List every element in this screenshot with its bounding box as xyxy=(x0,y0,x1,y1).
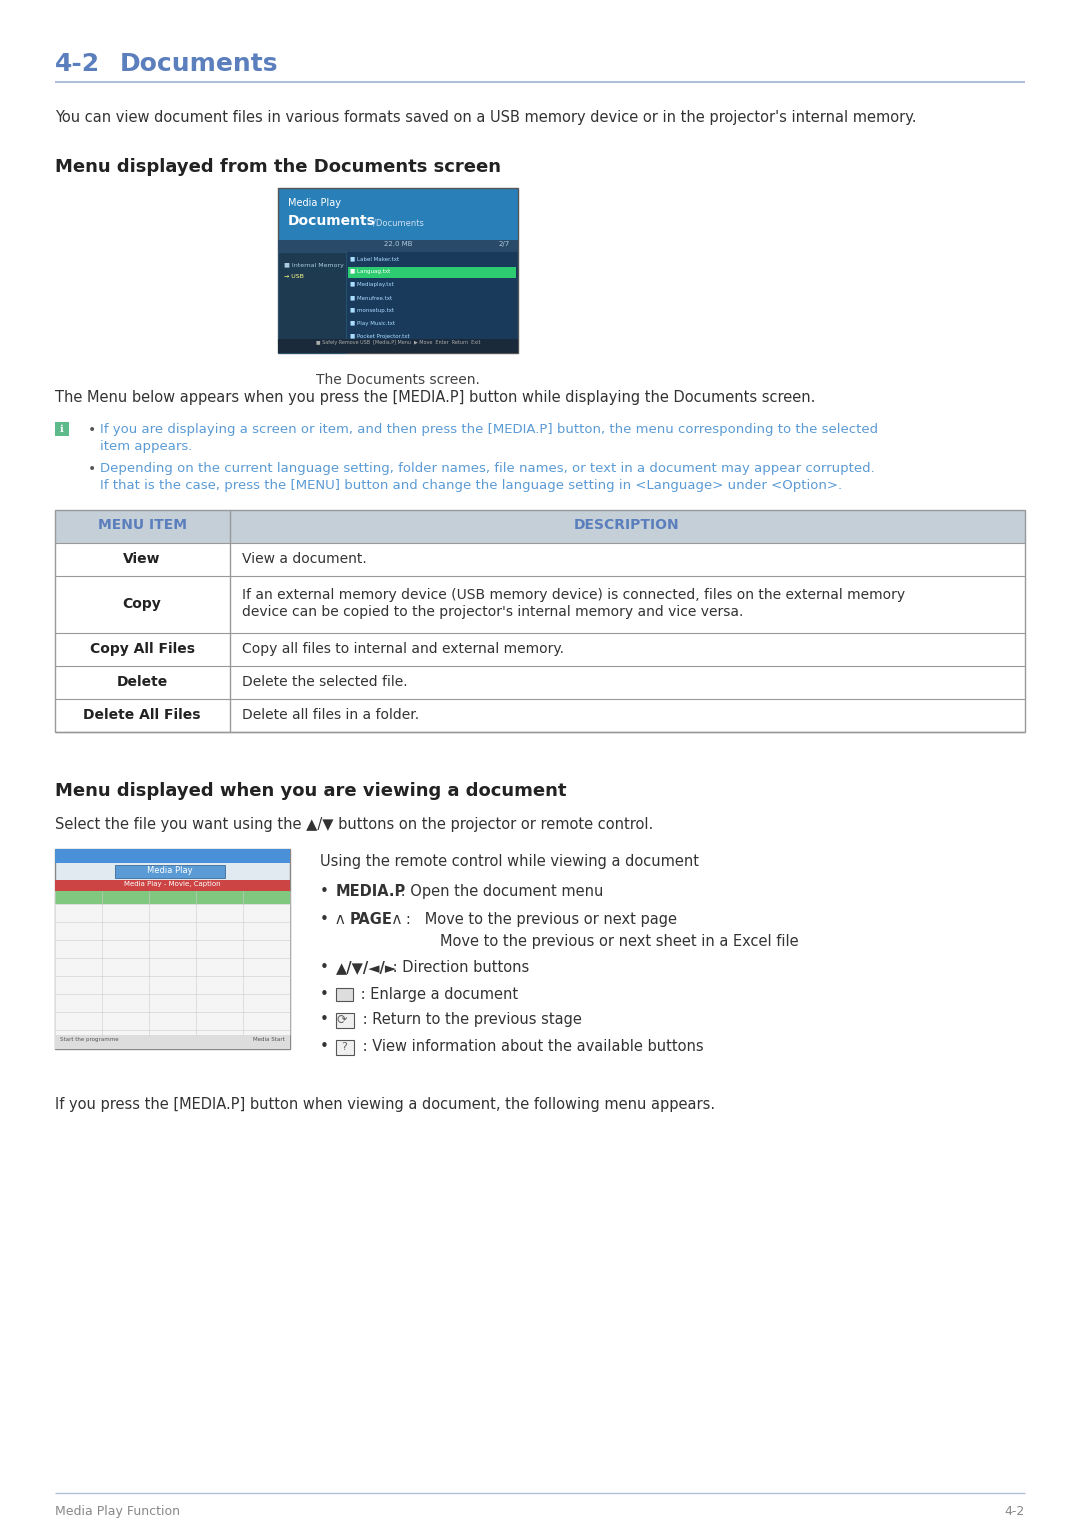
Text: ▲/▼/◄/►: ▲/▼/◄/► xyxy=(336,960,397,976)
Text: Documents: Documents xyxy=(120,52,279,76)
Bar xyxy=(55,890,291,904)
Text: If an external memory device (USB memory device) is connected, files on the exte: If an external memory device (USB memory… xyxy=(242,588,905,602)
Text: Move to the previous or next sheet in a Excel file: Move to the previous or next sheet in a … xyxy=(440,935,798,948)
Text: Depending on the current language setting, folder names, file names, or text in : Depending on the current language settin… xyxy=(100,463,875,475)
Text: device can be copied to the projector's internal memory and vice versa.: device can be copied to the projector's … xyxy=(242,605,743,618)
Text: item appears.: item appears. xyxy=(100,440,192,454)
Text: : Enlarge a document: : Enlarge a document xyxy=(356,986,518,1002)
Bar xyxy=(278,252,346,353)
Bar xyxy=(278,188,518,353)
Text: Media Play - Movie, Caption: Media Play - Movie, Caption xyxy=(124,881,220,887)
Text: : Open the document menu: : Open the document menu xyxy=(396,884,604,899)
Text: : Return to the previous stage: : Return to the previous stage xyxy=(357,1012,582,1028)
Bar xyxy=(336,1040,354,1055)
Bar xyxy=(55,1035,291,1049)
Text: •: • xyxy=(87,463,96,476)
Bar xyxy=(336,988,353,1002)
Text: MEDIA.P: MEDIA.P xyxy=(336,884,406,899)
Text: •: • xyxy=(320,1012,329,1028)
Text: Select the file you want using the ▲/▼ buttons on the projector or remote contro: Select the file you want using the ▲/▼ b… xyxy=(55,817,653,832)
Text: Menu displayed when you are viewing a document: Menu displayed when you are viewing a do… xyxy=(55,782,567,800)
Text: If you are displaying a screen or item, and then press the [MEDIA.P] button, the: If you are displaying a screen or item, … xyxy=(100,423,878,437)
Text: Copy All Files: Copy All Files xyxy=(90,641,194,657)
Text: Copy all files to internal and external memory.: Copy all files to internal and external … xyxy=(242,641,564,657)
Text: Delete All Files: Delete All Files xyxy=(83,709,201,722)
Text: 4-2: 4-2 xyxy=(1004,1506,1025,1518)
Text: Using the remote control while viewing a document: Using the remote control while viewing a… xyxy=(320,854,699,869)
Bar xyxy=(348,267,516,278)
Text: ■ Menufree.txt: ■ Menufree.txt xyxy=(350,295,392,299)
Text: → USB: → USB xyxy=(284,273,303,279)
Text: 2/7: 2/7 xyxy=(499,241,510,247)
Text: /Documents: /Documents xyxy=(373,218,423,228)
Text: ?: ? xyxy=(341,1041,347,1052)
Text: •: • xyxy=(320,986,329,1002)
Text: ■ Safely Remove USB  [Media.P] Menu  ▶ Move  Enter  Return  Exit: ■ Safely Remove USB [Media.P] Menu ▶ Mov… xyxy=(315,341,481,345)
Text: Media Start: Media Start xyxy=(253,1037,285,1041)
Text: Start the programme: Start the programme xyxy=(60,1037,119,1041)
Text: PAGE: PAGE xyxy=(350,912,393,927)
Text: ■ monsetup.txt: ■ monsetup.txt xyxy=(350,308,394,313)
Text: ʌ: ʌ xyxy=(336,912,349,927)
Bar xyxy=(336,1012,354,1028)
Bar xyxy=(278,188,518,240)
Text: ■ Label Maker.txt: ■ Label Maker.txt xyxy=(350,257,400,261)
Bar xyxy=(278,240,518,353)
Text: MENU ITEM: MENU ITEM xyxy=(97,518,187,531)
Text: ■ Mediaplay.txt: ■ Mediaplay.txt xyxy=(350,282,394,287)
Bar xyxy=(55,880,291,890)
Bar xyxy=(55,510,1025,731)
Bar xyxy=(55,421,69,437)
Bar xyxy=(278,339,518,353)
Bar xyxy=(278,240,518,252)
Text: •: • xyxy=(320,1038,329,1054)
Text: Documents: Documents xyxy=(288,214,376,228)
Text: Copy: Copy xyxy=(123,597,161,611)
Text: : View information about the available buttons: : View information about the available b… xyxy=(357,1038,704,1054)
Text: Delete the selected file.: Delete the selected file. xyxy=(242,675,407,689)
Text: Menu displayed from the Documents screen: Menu displayed from the Documents screen xyxy=(55,157,501,176)
Bar xyxy=(114,864,225,878)
Text: •: • xyxy=(87,423,96,437)
Text: The Menu below appears when you press the [MEDIA.P] button while displaying the : The Menu below appears when you press th… xyxy=(55,389,815,405)
Text: Delete all files in a folder.: Delete all files in a folder. xyxy=(242,709,419,722)
Text: DESCRIPTION: DESCRIPTION xyxy=(575,518,679,531)
Text: If that is the case, press the [MENU] button and change the language setting in : If that is the case, press the [MENU] bu… xyxy=(100,479,842,492)
Text: 22.0 MB: 22.0 MB xyxy=(383,241,413,247)
Text: View a document.: View a document. xyxy=(242,551,367,567)
Text: ■ Internal Memory: ■ Internal Memory xyxy=(284,263,343,269)
Text: ■ Pocket Projector.txt: ■ Pocket Projector.txt xyxy=(350,334,409,339)
Text: You can view document files in various formats saved on a USB memory device or i: You can view document files in various f… xyxy=(55,110,917,125)
Text: 4-2: 4-2 xyxy=(55,52,100,76)
Bar xyxy=(55,510,1025,544)
Text: ■ Languag.txt: ■ Languag.txt xyxy=(350,269,390,273)
Text: Media Play Function: Media Play Function xyxy=(55,1506,180,1518)
Text: •: • xyxy=(320,960,329,976)
Text: ʌ :   Move to the previous or next page: ʌ : Move to the previous or next page xyxy=(388,912,677,927)
Bar xyxy=(55,890,291,1035)
Bar xyxy=(55,849,291,1049)
Text: ℹ: ℹ xyxy=(60,425,64,434)
Text: If you press the [MEDIA.P] button when viewing a document, the following menu ap: If you press the [MEDIA.P] button when v… xyxy=(55,1096,715,1112)
Text: View: View xyxy=(123,551,161,567)
Text: •: • xyxy=(320,884,329,899)
Text: Delete: Delete xyxy=(117,675,167,689)
Text: ■ Play Music.txt: ■ Play Music.txt xyxy=(350,321,395,325)
Text: : Direction buttons: : Direction buttons xyxy=(388,960,529,976)
Text: Media Play: Media Play xyxy=(288,199,341,208)
Text: ⟳: ⟳ xyxy=(337,1014,348,1026)
Bar xyxy=(55,849,291,863)
Text: •: • xyxy=(320,912,329,927)
Text: The Documents screen.: The Documents screen. xyxy=(316,373,480,386)
Text: Media Play: Media Play xyxy=(147,866,193,875)
